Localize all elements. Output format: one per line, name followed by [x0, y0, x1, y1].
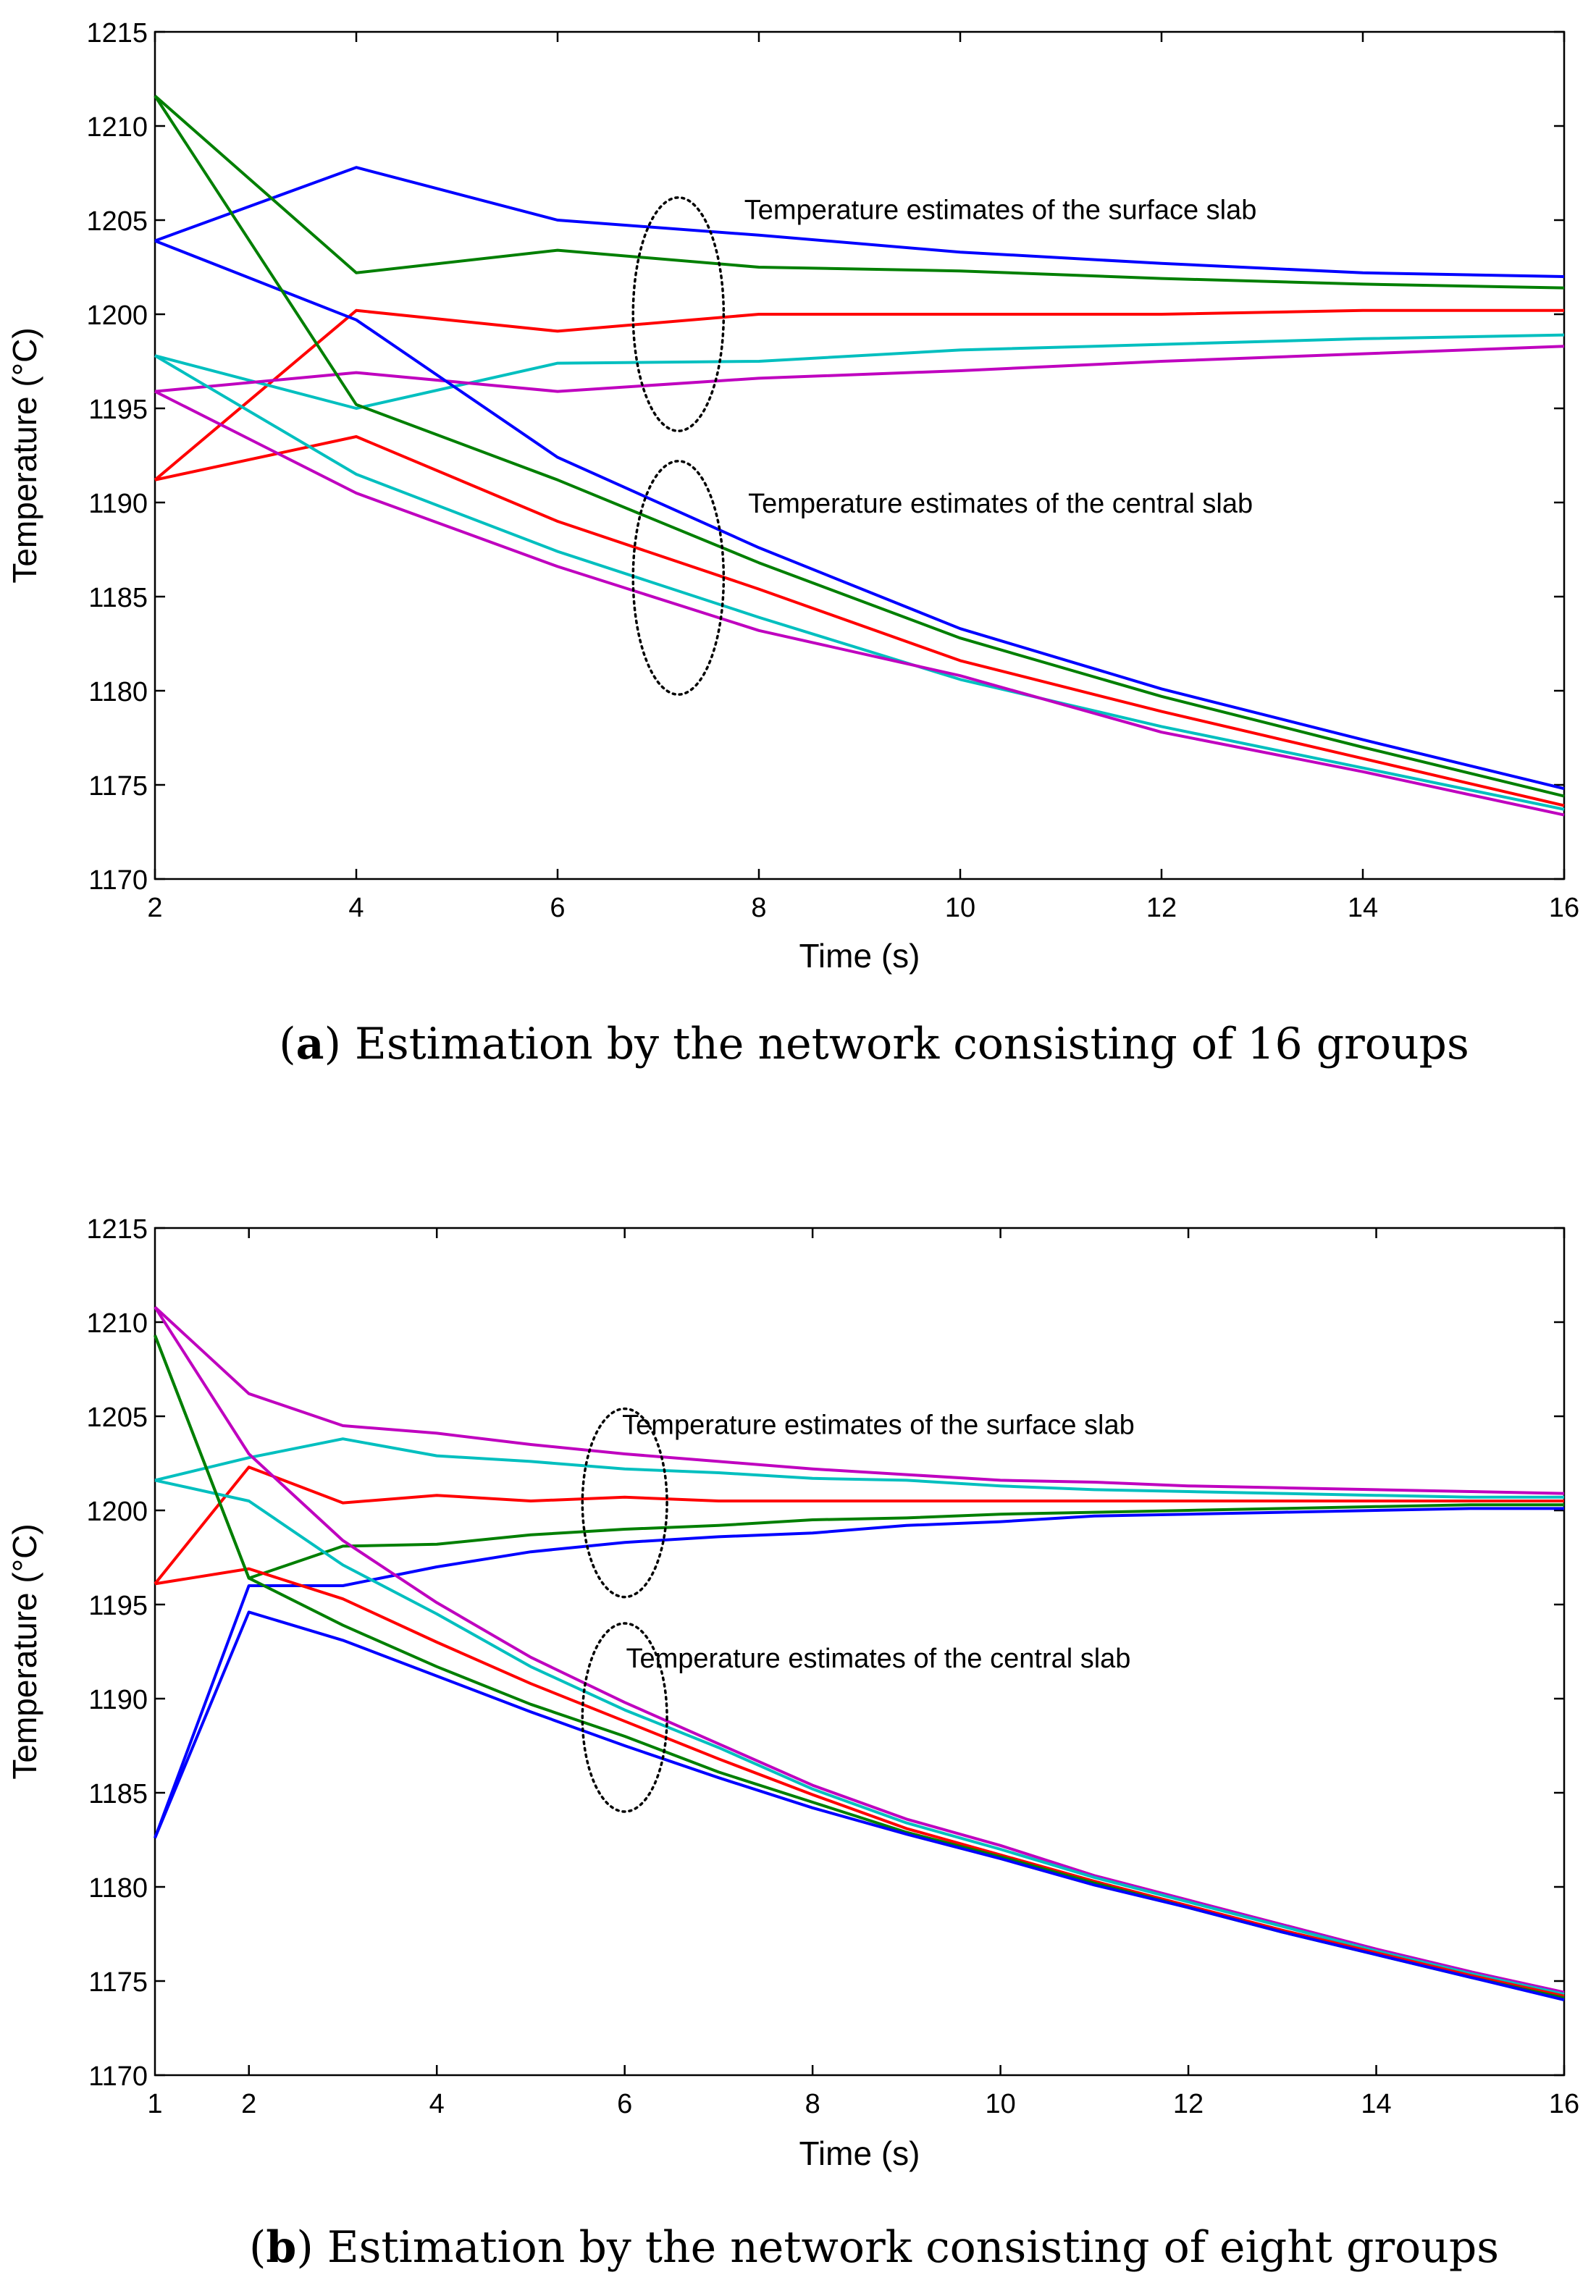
- y-tick-label: 1190: [88, 1685, 148, 1715]
- series-line-3: [154, 308, 1564, 482]
- x-tick-label: 2: [147, 893, 162, 923]
- y-tick-label: 1195: [88, 1591, 148, 1621]
- series-line-7: [154, 95, 1565, 798]
- series-line-6: [154, 1306, 1565, 1994]
- panel-caption: (a) Estimation by the network consisting…: [279, 1019, 1469, 1069]
- y-tick-label: 1200: [86, 1497, 148, 1527]
- panel-b: 1170117511801185119011951200120512101215…: [6, 1214, 1579, 2273]
- series-line-10: [154, 1610, 1565, 2001]
- x-tick-label: 10: [945, 893, 975, 923]
- plot-frame: [154, 30, 1566, 880]
- x-tick-label: 16: [1549, 2089, 1579, 2119]
- panel-a: 1170117511801185119011951200120512101215…: [6, 18, 1579, 1069]
- plot-frame: [154, 1227, 1566, 2077]
- x-tick-label: 4: [429, 2089, 445, 2119]
- x-tick-label: 14: [1348, 893, 1378, 923]
- panel-caption-text: Estimation by the network consisting of …: [355, 1019, 1469, 1069]
- annotation-ellipse: [631, 460, 726, 696]
- series-line-9: [154, 354, 1565, 811]
- x-tick-label: 6: [617, 2089, 632, 2119]
- series-line-10: [154, 390, 1565, 817]
- panel-caption: (b) Estimation by the network consisting…: [249, 2222, 1499, 2273]
- series-line-3: [154, 1466, 1564, 1585]
- y-tick-label: 1180: [88, 677, 148, 707]
- x-tick-label: 12: [1146, 893, 1177, 923]
- annotation-text: Temperature estimates of the central sla…: [748, 489, 1253, 519]
- y-tick-label: 1195: [88, 395, 148, 425]
- x-tick-label: 12: [1173, 2089, 1204, 2119]
- y-tick-label: 1175: [88, 771, 148, 802]
- series-line-4: [154, 333, 1565, 410]
- x-tick-label: 8: [805, 2089, 820, 2119]
- x-tick-label: 4: [348, 893, 364, 923]
- annotation-text: Temperature estimates of the surface sla…: [622, 1410, 1135, 1440]
- series-line-1: [154, 166, 1565, 278]
- series-line-1: [154, 1305, 1565, 1495]
- panel-caption-label: a: [296, 1019, 324, 1069]
- x-tick-label: 6: [550, 893, 565, 923]
- annotation-text: Temperature estimates of the central sla…: [626, 1644, 1130, 1674]
- annotation-ellipse: [581, 1622, 668, 1813]
- series-line-8: [154, 435, 1565, 807]
- y-tick-label: 1185: [88, 1779, 148, 1809]
- y-tick-label: 1180: [88, 1873, 148, 1904]
- y-axis-label: Temperature (°C): [6, 1523, 43, 1779]
- y-axis-label: Temperature (°C): [6, 327, 43, 583]
- series-line-8: [154, 1567, 1565, 1998]
- y-tick-label: 1205: [86, 1403, 148, 1433]
- x-tick-label: 14: [1361, 2089, 1391, 2119]
- x-axis-label: Time (s): [799, 2135, 920, 2172]
- y-tick-label: 1190: [88, 489, 148, 519]
- annotation-ellipse: [631, 196, 726, 432]
- x-tick-label: 10: [985, 2089, 1015, 2119]
- y-tick-label: 1210: [86, 1308, 148, 1339]
- y-tick-label: 1215: [86, 1214, 148, 1245]
- y-tick-label: 1175: [88, 1967, 148, 1998]
- annotation-ellipse: [581, 1407, 668, 1599]
- x-tick-label: 1: [147, 2089, 162, 2119]
- y-tick-label: 1205: [86, 206, 148, 237]
- annotation-text: Temperature estimates of the surface sla…: [744, 195, 1257, 225]
- y-tick-label: 1200: [86, 300, 148, 331]
- series-line-5: [154, 345, 1565, 393]
- y-tick-label: 1170: [88, 865, 148, 896]
- series-line-7: [154, 1479, 1565, 1996]
- panel-caption-label: b: [266, 2222, 296, 2273]
- y-tick-label: 1170: [88, 2061, 148, 2092]
- y-tick-label: 1185: [88, 583, 148, 613]
- series-line-4: [154, 1334, 1564, 1580]
- x-tick-label: 16: [1549, 893, 1579, 923]
- series-line-2: [154, 94, 1565, 290]
- x-axis-label: Time (s): [799, 937, 920, 975]
- y-tick-label: 1215: [86, 18, 148, 49]
- x-tick-label: 2: [241, 2089, 256, 2119]
- y-tick-label: 1210: [86, 112, 148, 143]
- x-tick-label: 8: [751, 893, 766, 923]
- series-line-6: [154, 239, 1565, 791]
- series-line-5: [154, 1507, 1564, 1839]
- panel-caption-text: Estimation by the network consisting of …: [327, 2222, 1499, 2273]
- series-line-2: [154, 1437, 1564, 1499]
